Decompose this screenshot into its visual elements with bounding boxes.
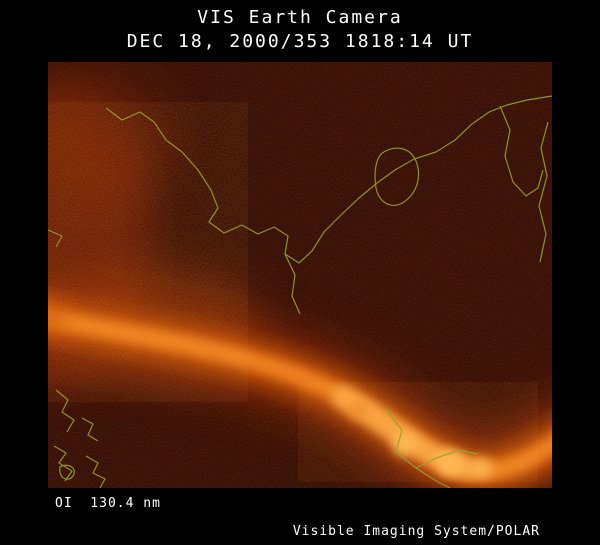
coastline-left-edge [48,229,63,248]
credit-line-1: Visible Imaging System/POLAR [292,524,540,539]
page-title: VIS Earth Camera [197,7,403,28]
coastline-island-e [85,455,106,488]
timestamp-line: DEC 18, 2000/353 1818:14 UT [126,31,474,52]
coastline-island-b [81,417,99,442]
coastline-island-c [53,445,73,482]
auroral-image-canvas [48,62,552,488]
coastline-bottom-branch [415,449,479,469]
noise-texture [48,62,552,488]
coastline-peninsula-right [499,105,544,197]
auroral-image [48,62,552,488]
coastline-bottom-peninsula [385,409,451,488]
coastline-island-a [55,389,75,433]
coastline-right-edge [538,121,549,263]
coastline-island-d [59,464,75,480]
coastline-inlet [284,253,301,315]
credits-block: Visible Imaging System/POLAR The Univers… [258,489,540,545]
coastline-overlay [48,95,552,488]
coastline-island-loop [374,147,420,206]
wavelength-label: OI 130.4 nm [55,496,161,511]
